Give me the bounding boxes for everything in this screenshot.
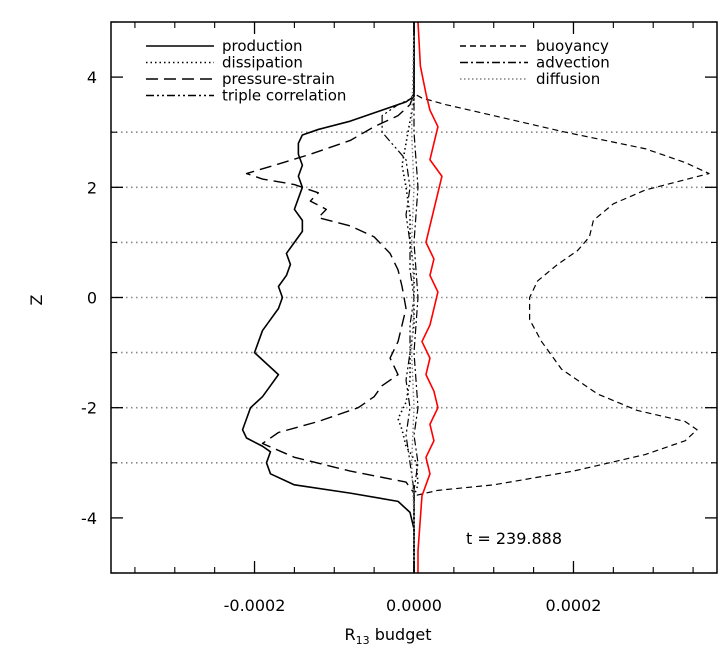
- x-tick-label: -0.0002: [224, 596, 286, 615]
- legend-label: production: [222, 37, 303, 55]
- legend-label: pressure-strain: [222, 70, 335, 88]
- x-axis-label: R13 budget: [345, 625, 432, 647]
- x-tick-label: 0.0002: [545, 596, 601, 615]
- series-line-triple-correlation: [381, 22, 415, 573]
- ticks-group: -0.0002 0.0000 0.0002 -4 -2 0 2 4: [81, 21, 717, 615]
- y-tick-label: 4: [87, 68, 97, 87]
- legend-label: advection: [536, 54, 610, 72]
- y-tick-label: 2: [87, 178, 97, 197]
- series-line-dissipation: [397, 22, 419, 573]
- x-tick-label: 0.0000: [386, 596, 442, 615]
- series-group: [241, 21, 710, 573]
- y-tick-label: -2: [81, 399, 97, 418]
- legend-label: dissipation: [222, 54, 303, 72]
- x-axis-label-main: R: [345, 625, 356, 644]
- series-line-production: [241, 22, 415, 573]
- time-annotation: t = 239.888: [466, 529, 562, 548]
- legend: productiondissipationpressure-straintrip…: [146, 37, 610, 105]
- series-line-pressure-strain: [245, 22, 415, 573]
- x-axis-label-rest: budget: [370, 625, 432, 644]
- legend-label: buoyancy: [536, 37, 609, 55]
- y-axis-label: Z: [27, 294, 46, 305]
- series-line-sum: [417, 21, 443, 573]
- reference-lines: [111, 131, 717, 464]
- series-line-advection: [413, 22, 419, 573]
- x-axis-label-sub: 13: [356, 634, 370, 647]
- y-tick-label: 0: [87, 289, 97, 308]
- series-line-buoyancy: [413, 22, 710, 573]
- legend-label: triple correlation: [222, 87, 346, 105]
- series-line-diffusion: [410, 21, 415, 573]
- legend-label: diffusion: [536, 70, 600, 88]
- y-tick-label: -4: [81, 509, 97, 528]
